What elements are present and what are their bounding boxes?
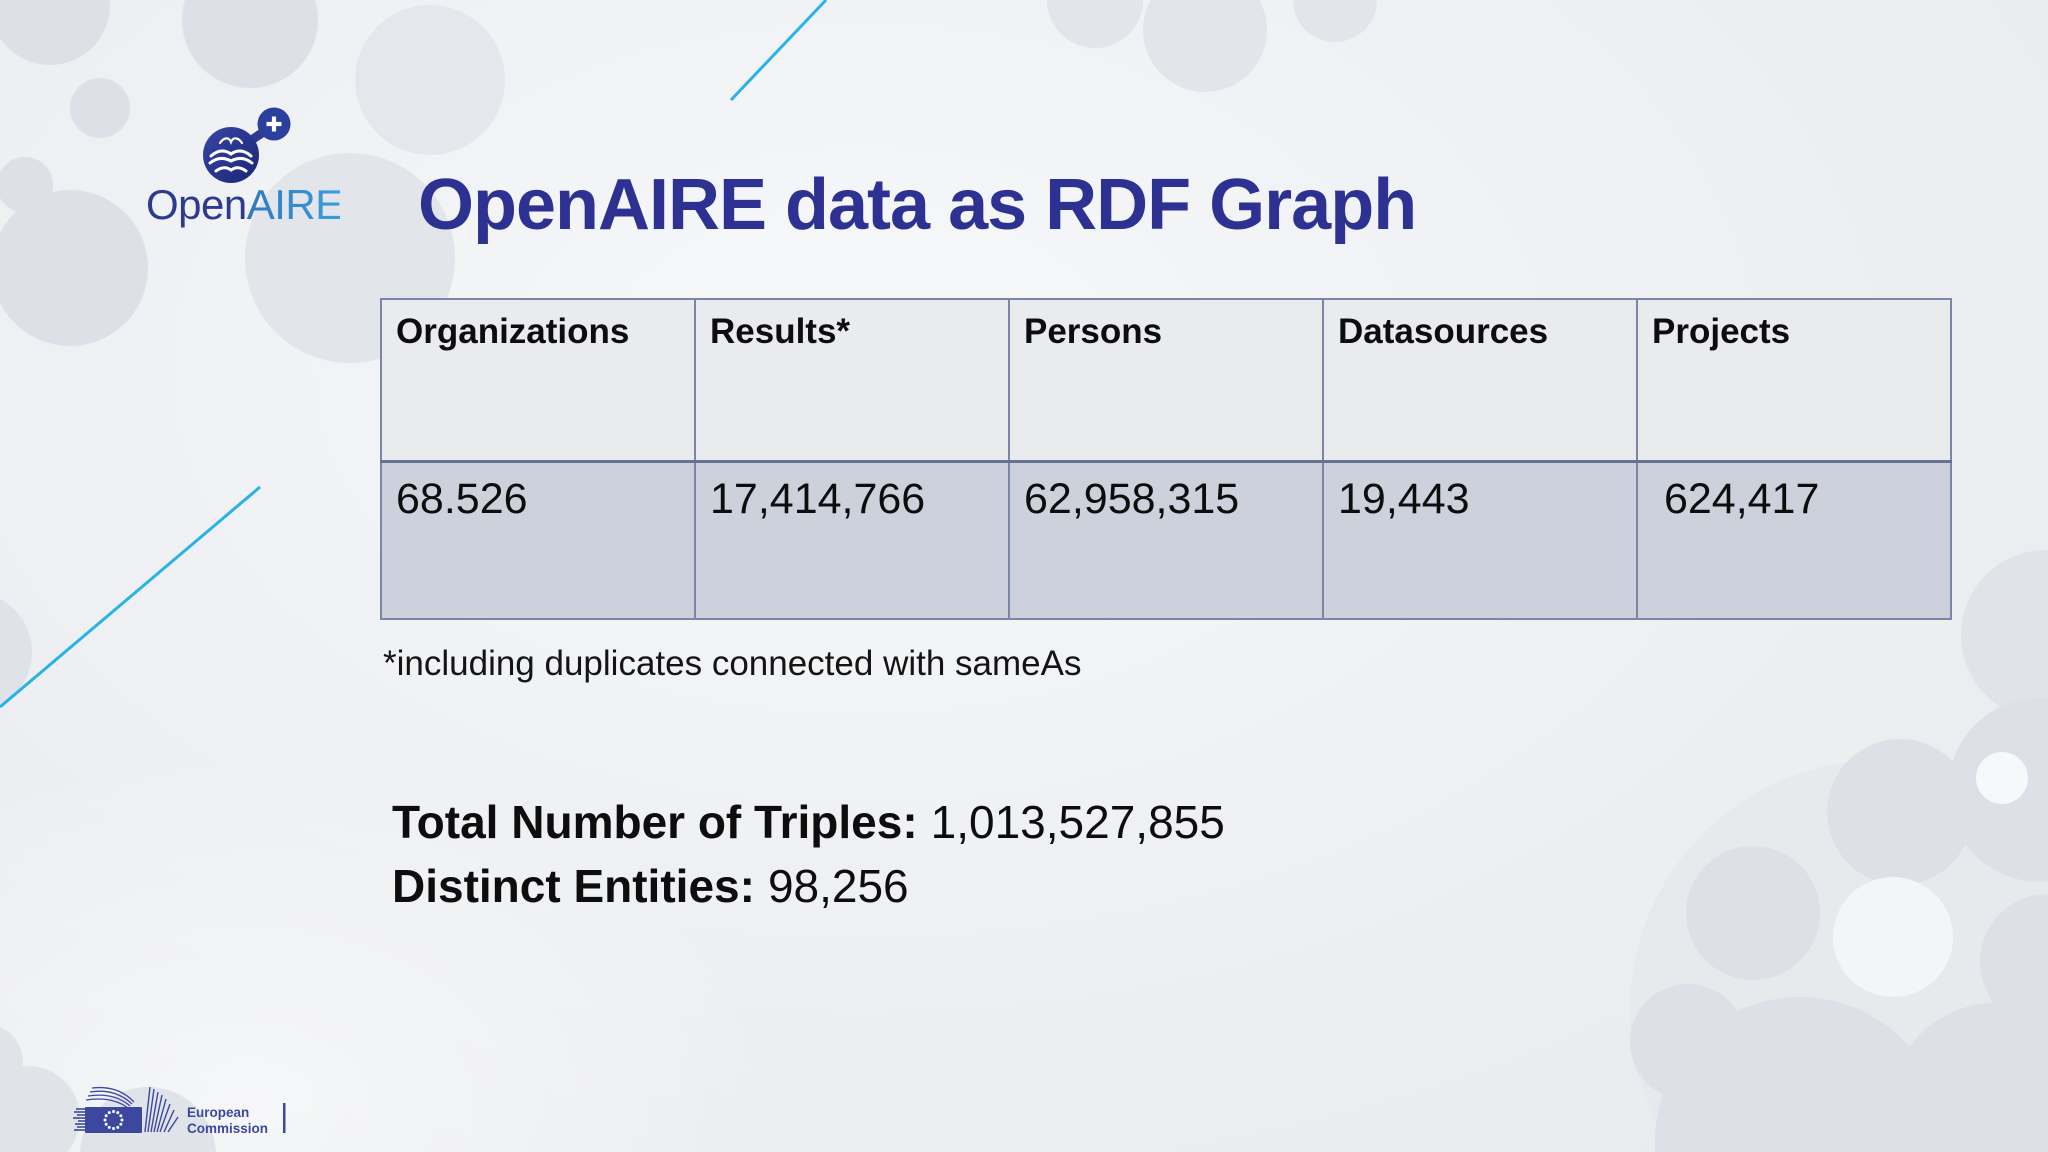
distinct-entities-value: 98,256 <box>767 860 909 912</box>
ec-org-line1: European <box>187 1105 249 1120</box>
ec-swoosh-lines <box>85 1086 135 1109</box>
distinct-entities-line: Distinct Entities: 98,256 <box>392 854 1225 918</box>
table-footnote: *including duplicates connected with sam… <box>383 644 1082 683</box>
ec-flag-stripes <box>73 1108 85 1131</box>
table-header-row: Organizations Results* Persons Datasourc… <box>380 298 1952 463</box>
value-cell-projects: 624,417 <box>1636 460 1952 620</box>
value-cell-organizations: 68.526 <box>380 460 696 620</box>
plus-icon <box>257 107 291 141</box>
openaire-logo: OpenAIRE <box>146 107 340 228</box>
stats-table: Organizations Results* Persons Datasourc… <box>380 298 1952 620</box>
table-data-row: 68.526 17,414,766 62,958,315 19,443 624,… <box>380 460 1952 620</box>
european-commission-logo: European Commission <box>73 1086 286 1136</box>
total-triples-value: 1,013,527,855 <box>930 796 1225 848</box>
value-cell-persons: 62,958,315 <box>1008 460 1324 620</box>
openaire-wordmark: OpenAIRE <box>146 181 340 228</box>
header-cell-persons: Persons <box>1008 298 1324 463</box>
openaire-globe-icon <box>203 127 259 183</box>
total-triples-line: Total Number of Triples: 1,013,527,855 <box>392 790 1225 854</box>
accent-line-left <box>0 485 261 709</box>
totals-block: Total Number of Triples: 1,013,527,855 Di… <box>392 790 1225 918</box>
ec-org-line2: Commission <box>187 1121 268 1136</box>
value-cell-results: 17,414,766 <box>694 460 1010 620</box>
eu-flag-icon <box>85 1107 142 1133</box>
accent-line-top <box>729 0 828 102</box>
header-cell-results: Results* <box>694 298 1010 463</box>
ec-fan-lines <box>144 1086 179 1133</box>
value-cell-datasources: 19,443 <box>1322 460 1638 620</box>
ec-divider-bar <box>283 1103 286 1133</box>
slide-title: OpenAIRE data as RDF Graph <box>418 165 1417 245</box>
header-cell-projects: Projects <box>1636 298 1952 463</box>
distinct-entities-label: Distinct Entities: <box>392 860 755 912</box>
header-cell-organizations: Organizations <box>380 298 696 463</box>
header-cell-datasources: Datasources <box>1322 298 1638 463</box>
total-triples-label: Total Number of Triples: <box>392 796 918 848</box>
